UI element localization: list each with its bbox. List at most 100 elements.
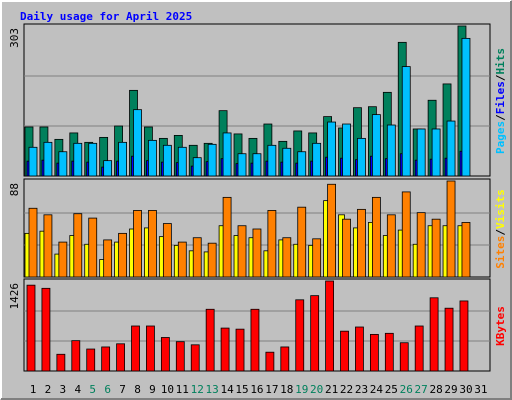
bar: [461, 37, 471, 177]
bar: [312, 238, 322, 278]
bar: [252, 153, 262, 177]
bar: [312, 142, 322, 177]
bar: [73, 213, 83, 278]
legend-entry: KBytes: [494, 306, 507, 346]
x-tick-label: 25: [385, 383, 398, 396]
x-tick-label: 14: [220, 383, 234, 396]
y-tick-label: 303: [8, 28, 21, 48]
x-tick-label: 20: [310, 383, 323, 396]
x-tick-label: 24: [370, 383, 384, 396]
x-tick-label: 31: [474, 383, 487, 396]
bar: [267, 144, 277, 177]
bar: [56, 353, 66, 372]
bar: [58, 151, 68, 177]
x-tick-label: 11: [176, 383, 189, 396]
y-tick-label: 88: [8, 183, 21, 196]
bar: [282, 237, 292, 278]
bar: [71, 340, 81, 372]
bar: [148, 139, 157, 177]
bar: [340, 330, 349, 372]
bar: [416, 212, 426, 278]
bar: [342, 218, 351, 278]
bar: [86, 348, 96, 372]
bar: [26, 284, 36, 372]
x-tick-label: 9: [149, 383, 156, 396]
x-tick-label: 7: [119, 383, 126, 396]
bar: [220, 327, 230, 372]
bar: [355, 326, 364, 372]
x-tick-label: 2: [45, 383, 52, 396]
x-tick-label: 26: [400, 383, 413, 396]
bar: [325, 280, 335, 372]
x-tick-label: 6: [104, 383, 111, 396]
bar: [192, 157, 202, 177]
x-tick-label: 19: [295, 383, 308, 396]
bar: [384, 332, 394, 372]
x-tick-label: 22: [340, 383, 353, 396]
bar: [192, 237, 202, 278]
legend-entry: Pages: [494, 121, 507, 154]
x-tick-label: 29: [444, 383, 457, 396]
bar: [401, 191, 411, 278]
x-tick-label: 12: [191, 383, 204, 396]
bar: [416, 128, 426, 177]
x-tick-label: 23: [355, 383, 368, 396]
bar: [131, 325, 140, 372]
bar: [267, 210, 277, 278]
bar: [177, 241, 187, 278]
bar: [371, 196, 381, 278]
bar: [297, 151, 307, 177]
x-tick-label: 17: [265, 383, 278, 396]
x-tick-label: 18: [280, 383, 293, 396]
bar: [342, 123, 351, 177]
bar: [265, 351, 275, 372]
bar: [207, 242, 217, 278]
bar: [160, 337, 170, 372]
legend: Pages/Files/Hits: [494, 48, 507, 154]
bar: [162, 144, 172, 177]
bar: [133, 109, 142, 177]
bar: [250, 308, 260, 372]
bar: [446, 180, 456, 278]
legend-entry: Hits: [494, 48, 507, 75]
bar: [118, 232, 127, 278]
x-tick-label: 8: [134, 383, 141, 396]
bar: [401, 66, 411, 177]
bar: [414, 325, 424, 372]
bar: [369, 333, 379, 372]
bar: [43, 214, 53, 278]
bar: [429, 297, 439, 372]
bar: [222, 196, 232, 278]
bar: [146, 325, 155, 372]
legend-separator: /: [494, 114, 507, 121]
bar: [399, 342, 409, 372]
bar: [357, 137, 366, 177]
bar: [297, 206, 307, 278]
bar: [280, 346, 290, 372]
bar: [177, 146, 187, 177]
bar: [190, 344, 200, 372]
x-tick-label: 4: [74, 383, 81, 396]
bar: [118, 141, 127, 177]
x-tick-label: 5: [89, 383, 96, 396]
bar: [459, 300, 469, 372]
legend: Sites/Visits: [494, 189, 507, 269]
bar: [28, 207, 38, 278]
bar: [461, 222, 471, 278]
bar: [282, 147, 292, 177]
bar: [58, 241, 68, 278]
legend-separator: /: [494, 74, 507, 81]
bar: [310, 295, 320, 372]
bar: [444, 307, 454, 372]
bar: [41, 287, 51, 372]
bar: [148, 210, 157, 278]
x-tick-label: 15: [235, 383, 248, 396]
bar: [386, 214, 396, 278]
legend-separator: /: [494, 229, 507, 236]
bar: [237, 225, 247, 278]
bar: [386, 124, 396, 177]
chart-title: Daily usage for April 2025: [20, 10, 192, 23]
bar: [88, 142, 98, 177]
